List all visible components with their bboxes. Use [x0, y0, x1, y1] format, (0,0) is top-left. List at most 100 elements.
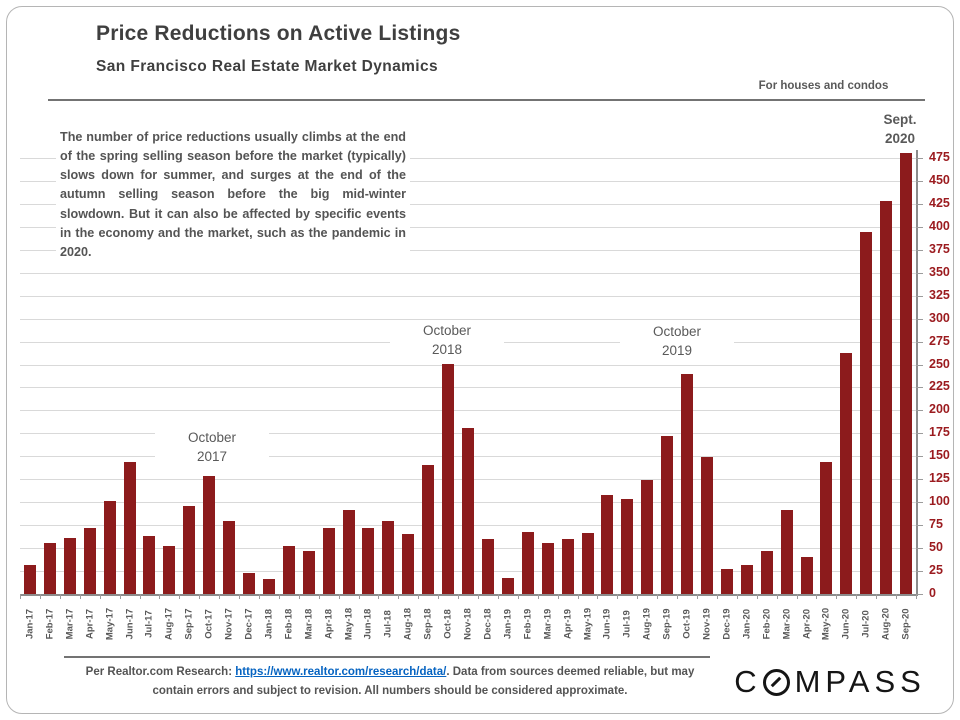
bar-Nov-19 [700, 457, 713, 594]
x-axis-label-Apr-18: Apr-18 [323, 608, 335, 640]
x-axis-label-Jun-18: Jun-18 [362, 608, 374, 640]
annotation-october-2018: October 2018 [390, 321, 504, 361]
x-tick [139, 594, 141, 599]
x-axis-label-Jun-19: Jun-19 [601, 608, 613, 640]
x-axis-label-Sep-17: Sep-17 [183, 608, 195, 640]
gridline-350 [20, 273, 916, 274]
annotation-line: October [422, 323, 472, 338]
annotation-october-2017: October 2017 [155, 428, 269, 468]
x-tick [716, 594, 718, 599]
bar-May-19 [581, 533, 594, 594]
x-tick [378, 594, 380, 599]
x-axis-label-Aug-19: Aug-19 [641, 607, 653, 641]
bar-Jul-19 [621, 499, 634, 594]
x-tick [39, 594, 41, 599]
bar-Mar-17 [63, 538, 76, 594]
y-tick-200 [916, 410, 923, 411]
y-tick-350 [916, 273, 923, 274]
compass-needle-icon [770, 676, 782, 688]
x-tick [876, 594, 878, 599]
x-tick [59, 594, 61, 599]
x-tick [99, 594, 101, 599]
x-tick [856, 594, 858, 599]
x-axis-label-Oct-18: Oct-18 [442, 609, 454, 639]
x-axis-label-Dec-18: Dec-18 [482, 608, 494, 640]
x-tick [179, 594, 181, 599]
x-tick [79, 594, 81, 599]
x-tick [916, 594, 917, 599]
x-tick [677, 594, 679, 599]
source-note-prefix: Per Realtor.com Research: [85, 666, 236, 678]
y-axis-label-350: 350 [929, 265, 950, 279]
bar-Jun-18 [362, 528, 375, 594]
annotation-line: 2020 [884, 130, 916, 146]
x-tick [458, 594, 459, 599]
bar-Apr-19 [561, 539, 574, 594]
bar-Jun-17 [123, 462, 136, 594]
y-tick-75 [916, 525, 923, 526]
y-tick-100 [916, 502, 923, 503]
annotation-line: 2018 [431, 341, 463, 357]
y-axis-label-125: 125 [929, 471, 950, 485]
x-tick [239, 594, 240, 599]
x-tick [358, 594, 360, 599]
bar-Aug-20 [880, 201, 893, 594]
page-title: Price Reductions on Active Listings [96, 22, 461, 45]
title-divider [48, 99, 925, 101]
x-axis-label-Jul-20: Jul-20 [860, 610, 872, 638]
x-axis-label-May-18: May-18 [343, 607, 354, 641]
annotation-sept-2020: Sept. 2020 [848, 110, 952, 150]
x-tick [298, 594, 300, 599]
annotation-line: 2019 [661, 342, 693, 358]
annotation-line: 2017 [196, 448, 228, 464]
x-tick [278, 594, 280, 599]
bar-Dec-18 [481, 539, 494, 594]
y-tick-275 [916, 342, 923, 343]
bar-Nov-17 [223, 521, 236, 594]
bar-Feb-17 [43, 543, 56, 594]
gridline-325 [20, 296, 916, 297]
y-axis-label-225: 225 [929, 379, 950, 393]
source-link[interactable]: https://www.realtor.com/research/data/ [235, 666, 447, 678]
x-tick [478, 594, 479, 599]
bar-Sep-19 [661, 436, 674, 594]
x-axis-label-Apr-20: Apr-20 [801, 608, 812, 640]
x-axis-label-Aug-17: Aug-17 [163, 607, 175, 641]
logo-text-pre: C [734, 664, 762, 699]
x-axis-label-Nov-18: Nov-18 [462, 608, 474, 640]
logo-text-post: MPASS [794, 664, 926, 699]
y-axis-label-0: 0 [929, 586, 936, 600]
y-tick-300 [916, 319, 923, 320]
x-axis-label-Jan-18: Jan-18 [263, 608, 275, 640]
x-tick [497, 594, 499, 599]
x-tick [517, 594, 519, 599]
x-tick [816, 594, 818, 599]
x-axis-label-Jan-19: Jan-19 [502, 608, 514, 640]
x-tick [438, 594, 440, 599]
gridline-300 [20, 319, 916, 320]
y-tick-125 [916, 479, 923, 480]
x-tick [756, 594, 758, 599]
x-tick [617, 594, 619, 599]
x-tick [577, 594, 579, 599]
x-tick [836, 594, 838, 599]
bar-Jun-19 [601, 495, 614, 594]
x-tick [557, 594, 559, 599]
compass-slashed-o-icon [762, 668, 790, 696]
x-tick [796, 594, 798, 599]
x-tick [896, 594, 898, 599]
x-axis-label-Oct-17: Oct-17 [203, 609, 215, 639]
annotation-line: October [187, 430, 237, 445]
bar-Oct-18 [442, 364, 455, 594]
source-note: Per Realtor.com Research: https://www.re… [66, 663, 714, 701]
bar-Dec-19 [720, 569, 733, 594]
gridline-475 [20, 158, 916, 159]
y-tick-225 [916, 387, 923, 388]
y-tick-325 [916, 296, 923, 297]
bar-Jul-18 [382, 521, 395, 594]
x-axis-label-Dec-17: Dec-17 [243, 608, 255, 640]
x-axis-label-Oct-19: Oct-19 [681, 609, 693, 639]
bar-Apr-18 [322, 528, 335, 594]
x-axis-label-Mar-17: Mar-17 [64, 608, 76, 640]
